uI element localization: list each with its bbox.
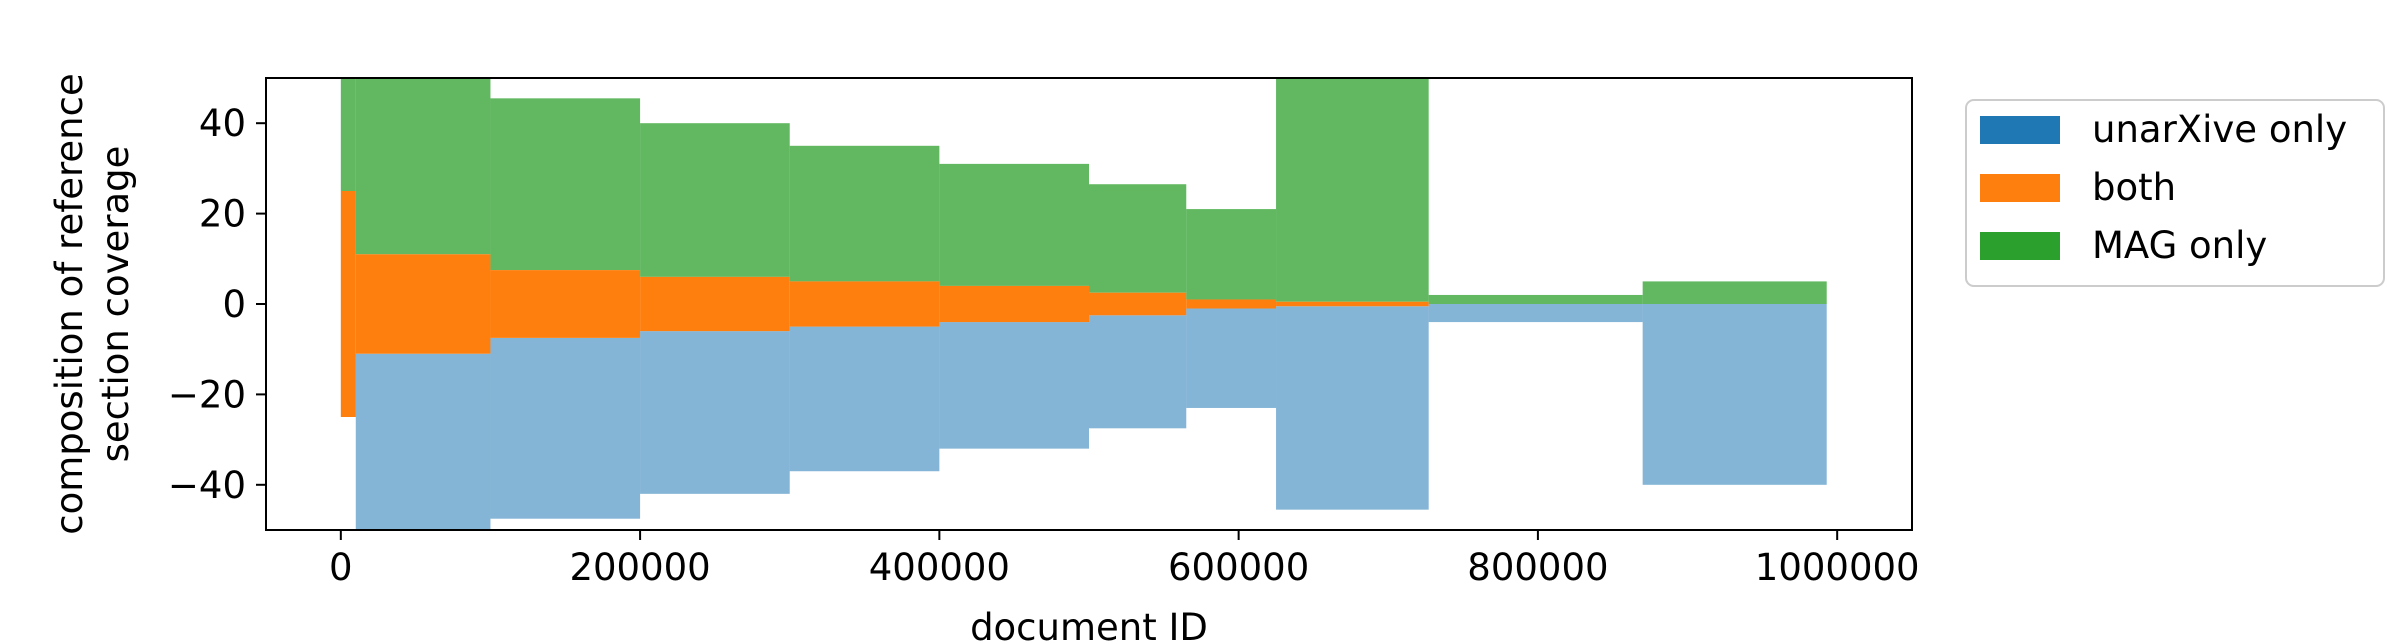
legend-swatch-both [1980,174,2060,202]
segment-7 [1186,209,1277,408]
legend-swatch-mag-only [1980,232,2060,260]
y-axis-label-line-1: composition of reference [48,73,91,534]
plot-area [340,78,1827,530]
segment-5 [939,163,1089,449]
legend-label-mag-only: MAG only [2092,224,2267,267]
segment-8 [1276,78,1429,510]
bar-mag-only-0 [340,78,356,191]
segment-9 [1428,294,1643,323]
legend-label-both: both [2092,166,2176,209]
segment-6 [1089,184,1187,429]
bar-both-4 [789,281,940,327]
x-axis-label: document ID [970,606,1208,644]
segment-2 [490,98,641,519]
y-axis: −40 −20 0 20 40 [168,102,266,507]
bar-both-1 [355,254,491,354]
bar-both-7 [1186,299,1277,309]
segment-3 [640,123,790,494]
bar-mag-only-1 [355,78,491,255]
bar-both-2 [490,270,641,338]
bar-unarxive-only-3 [640,331,790,494]
bar-mag-only-7 [1186,209,1277,300]
y-tick-label-2: 0 [222,283,246,326]
bar-mag-only-6 [1089,184,1187,293]
bar-both-0 [340,191,356,417]
y-axis-label: composition of reference section coverag… [48,73,137,534]
x-tick-label-2: 400000 [869,546,1010,589]
bar-mag-only-8 [1276,78,1429,302]
bar-mag-only-10 [1642,281,1827,304]
bar-both-6 [1089,292,1187,316]
y-tick-label-4: 40 [199,102,246,145]
bar-unarxive-only-4 [789,326,940,472]
bar-both-8 [1276,301,1429,307]
x-tick-label-4: 800000 [1467,546,1608,589]
y-tick-label-1: −20 [168,373,246,416]
bar-mag-only-4 [789,145,940,282]
bar-unarxive-only-6 [1089,315,1187,429]
bar-unarxive-only-2 [490,337,641,519]
y-tick-label-3: 20 [199,193,246,236]
segment-1 [355,78,491,530]
segment-4 [789,145,940,472]
bar-mag-only-3 [640,123,790,277]
segment-0 [340,78,356,417]
bar-unarxive-only-10 [1642,304,1827,485]
legend: unarXive only both MAG only [1965,99,2385,287]
x-axis: 0 200000 400000 600000 800000 1000000 [329,530,1920,589]
bar-mag-only-5 [939,163,1089,286]
bar-unarxive-only-9 [1428,304,1643,323]
bar-both-3 [640,276,790,332]
x-tick-label-5: 1000000 [1755,546,1920,589]
bar-mag-only-2 [490,98,641,271]
legend-label-unarxive-only: unarXive only [2092,108,2347,151]
x-tick-label-0: 0 [329,546,353,589]
bar-unarxive-only-1 [355,353,491,530]
segment-10 [1642,281,1827,485]
x-tick-label-3: 600000 [1168,546,1309,589]
bar-mag-only-9 [1428,294,1643,304]
bar-unarxive-only-5 [939,322,1089,449]
legend-swatch-unarxive-only [1980,116,2060,144]
x-tick-label-1: 200000 [569,546,710,589]
y-tick-label-0: −40 [168,464,246,507]
y-axis-label-line-2: section coverage [94,146,137,463]
bar-unarxive-only-7 [1186,308,1277,408]
bar-unarxive-only-8 [1276,306,1429,510]
bar-both-5 [939,285,1089,323]
legend-frame [1965,99,2385,287]
